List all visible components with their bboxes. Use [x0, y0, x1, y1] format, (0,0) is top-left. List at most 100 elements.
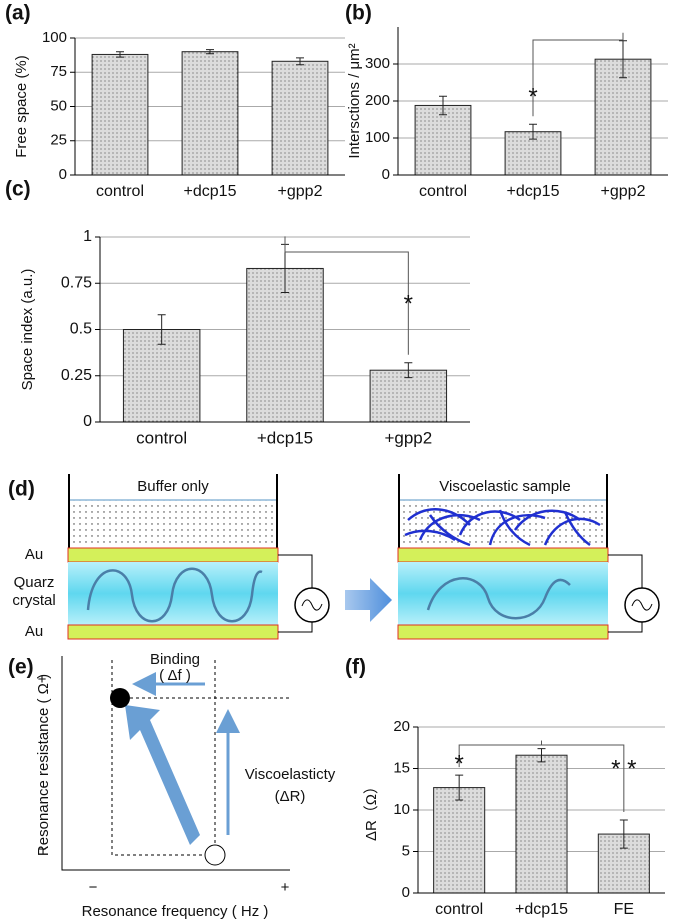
- state: [110, 688, 130, 708]
- axis-label: ΔR（Ω）: [363, 779, 380, 841]
- polymer: [404, 508, 601, 547]
- chart: (a) Free space (%) 0 25 50 75 100 control +dcp15…: [5, 2, 345, 200]
- x-tick-label: control: [419, 183, 467, 200]
- error-bar: [404, 362, 413, 379]
- bracket: [532, 32, 624, 117]
- x-tick-label: +gpp2: [278, 183, 323, 200]
- axis-label: Intersctions / μm²: [346, 43, 363, 158]
- diagram-text: Binding: [150, 651, 200, 668]
- bar: [271, 60, 329, 176]
- diagram-text: Viscoelasticty: [245, 766, 336, 783]
- axis-sign: +: [281, 879, 290, 896]
- x-tick-label: control: [136, 428, 187, 447]
- bracket: [541, 740, 625, 812]
- guide: [111, 660, 290, 856]
- chart: (b) Intersctions / μm² 0 100 200 300 control +d…: [345, 2, 668, 200]
- y-tick-label: 300: [365, 55, 390, 72]
- annotation: * *: [611, 755, 636, 782]
- diagram-text: ( Δf ): [159, 667, 191, 684]
- axis-sign: +: [38, 671, 47, 688]
- axis-label: Resonance frequency ( Hz ): [82, 903, 269, 920]
- wave: [86, 567, 263, 623]
- panel-label: (b): [345, 2, 372, 25]
- y-tick-label: 200: [365, 92, 390, 109]
- bar: [515, 754, 568, 894]
- error-bar: [455, 774, 464, 801]
- y-tick-label: 1: [83, 228, 92, 245]
- annotation: *: [454, 750, 463, 777]
- error-bar: [439, 95, 447, 116]
- bar: [181, 51, 239, 176]
- y-tick-label: 100: [42, 29, 67, 46]
- x-tick-label: +dcp15: [515, 901, 568, 918]
- panel-label: (e): [8, 656, 34, 679]
- error-bar: [157, 314, 166, 345]
- bar: [433, 787, 486, 894]
- axis-label: Space index (a.u.): [19, 269, 36, 391]
- error-bar: [296, 57, 304, 66]
- annotation: *: [404, 290, 413, 317]
- y-tick-label: 0: [402, 884, 410, 901]
- y-tick-label: 0.5: [70, 321, 92, 338]
- error-bar: [619, 819, 628, 849]
- y-tick-label: 10: [393, 801, 410, 818]
- bar: [414, 104, 472, 176]
- annotation: *: [528, 83, 537, 110]
- error-bar: [206, 49, 214, 55]
- electrode: [67, 547, 279, 563]
- panel-label: (f): [345, 656, 366, 679]
- bracket: [284, 236, 409, 355]
- diagram-text: Au: [25, 623, 43, 640]
- chart: (c) Space index (a.u.) 0 0.25 0.5 0.75 1 contro…: [5, 178, 470, 447]
- electrode: [67, 624, 279, 640]
- diagram-text: Buffer only: [137, 478, 209, 495]
- bar: [122, 329, 201, 423]
- wire: [278, 554, 313, 633]
- y-tick-label: 100: [365, 129, 390, 146]
- x-tick-label: +gpp2: [384, 428, 432, 447]
- axes: [61, 656, 290, 871]
- x-tick-label: control: [96, 183, 144, 200]
- y-tick-label: 75: [50, 63, 67, 80]
- x-tick-label: +dcp15: [257, 428, 313, 447]
- diagram-d: (d) Buffer only Au Quarz crystal Au Visc…: [8, 474, 660, 640]
- diagram-text: crystal: [12, 592, 55, 609]
- error-bar: [619, 40, 627, 79]
- diagram-text: Viscoelastic sample: [439, 478, 570, 495]
- y-tick-label: 50: [50, 97, 67, 114]
- axis-label: Resonance resistance ( Ω ): [35, 674, 52, 856]
- bar: [246, 267, 324, 423]
- axis-label: Free space (%): [13, 55, 30, 158]
- panel-label: (a): [5, 2, 31, 25]
- y-tick-label: 5: [402, 842, 410, 859]
- cell-wall: [398, 474, 608, 548]
- y-tick-label: 15: [393, 759, 410, 776]
- oscillator-symbol: [301, 599, 323, 611]
- error-bar: [116, 51, 124, 58]
- cell-wall: [68, 474, 278, 548]
- electrode: [397, 547, 609, 563]
- x-tick-label: control: [435, 901, 483, 918]
- diagram-text: (ΔR): [275, 788, 306, 805]
- y-tick-label: 0.75: [61, 274, 92, 291]
- chart: (f) ΔR（Ω） 0 5 10 15 20 control +dcp15 FE * * *: [345, 656, 665, 918]
- state: [204, 844, 226, 866]
- x-tick-label: FE: [614, 901, 634, 918]
- panel-label: (d): [8, 478, 35, 501]
- x-tick-label: +dcp15: [184, 183, 237, 200]
- bar: [91, 53, 149, 176]
- wire: [608, 554, 643, 633]
- oscillator-symbol: [631, 599, 653, 611]
- arrow: [345, 578, 392, 622]
- y-tick-label: 20: [393, 718, 410, 735]
- y-tick-label: 0.25: [61, 367, 92, 384]
- axis-sign: −: [38, 841, 47, 858]
- axis-sign: −: [89, 879, 98, 896]
- diagram-text: Quarz: [14, 574, 55, 591]
- x-tick-label: +gpp2: [601, 183, 646, 200]
- panel-label: (c): [5, 178, 31, 201]
- y-tick-label: 25: [50, 132, 67, 149]
- error-bar: [537, 748, 546, 763]
- buffer: [70, 500, 276, 546]
- error-bar: [529, 123, 537, 140]
